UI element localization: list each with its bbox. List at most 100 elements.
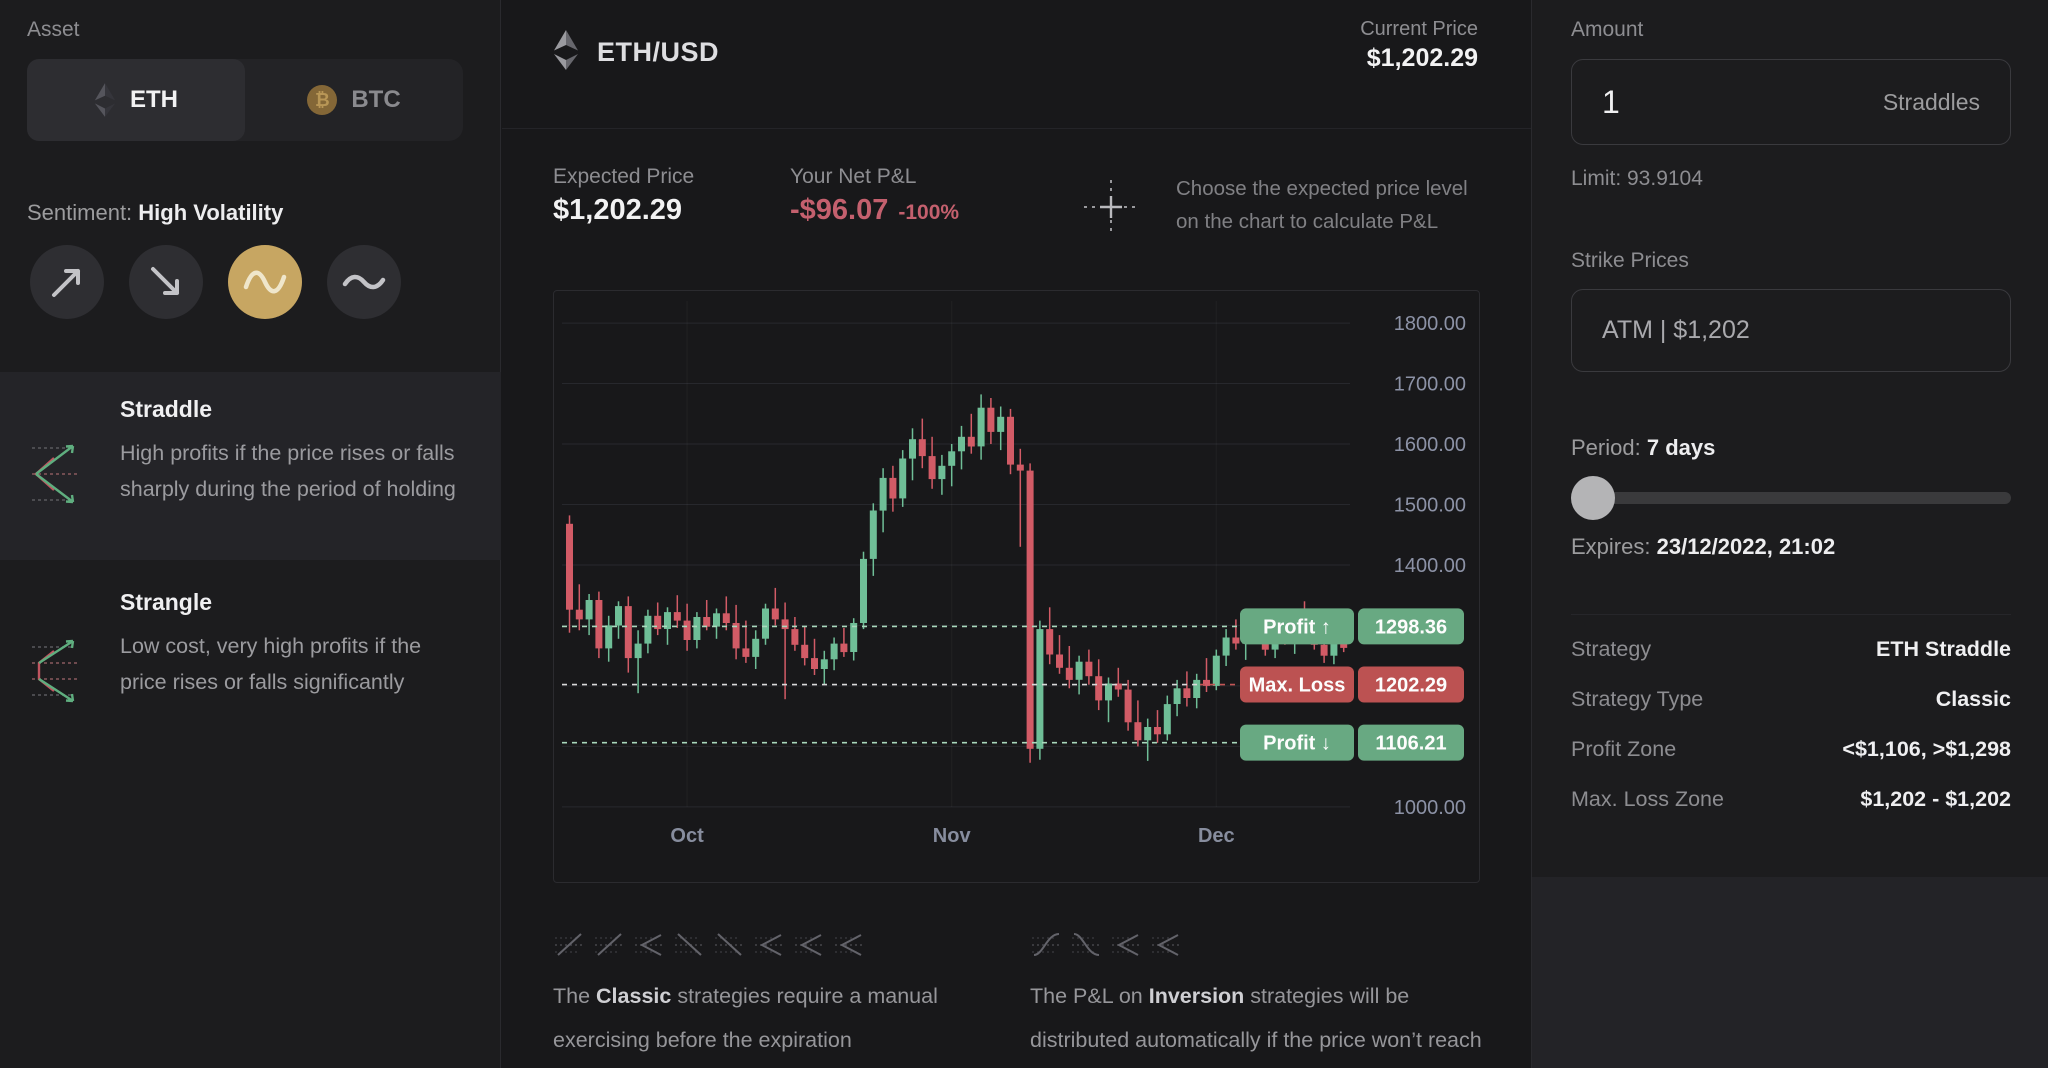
expires-label: Expires: 23/12/2022, 21:02	[1571, 534, 1836, 559]
asset-section-label: Asset	[27, 18, 80, 41]
strategy-title: Strangle	[120, 589, 213, 615]
inversion-note-text: The P&L on Inversion strategies will be …	[1030, 984, 1482, 1052]
svg-text:1800.00: 1800.00	[1394, 313, 1466, 335]
header-divider	[502, 128, 1531, 129]
protective-put-payoff-icon	[713, 928, 746, 962]
order-panel: Amount Straddles Limit: 93.9104 Strike P…	[1531, 0, 2048, 1068]
svg-text:1400.00: 1400.00	[1394, 555, 1466, 577]
amount-limit-text: Limit: 93.9104	[1571, 167, 1703, 190]
asset-tab-eth[interactable]: ETH	[27, 59, 245, 141]
straddle-payoff-icon	[633, 928, 666, 962]
asset-tab-eth-label: ETH	[130, 86, 178, 113]
svg-text:Oct: Oct	[670, 825, 704, 847]
period-slider[interactable]	[1571, 476, 2011, 520]
profit-lower-level: Profit ↓ 1106.21	[562, 724, 1464, 761]
sentiment-low-volatility-button[interactable]	[327, 245, 401, 319]
profit-lower-tag-value: 1106.21	[1375, 733, 1446, 755]
inversion-call-payoff-icon	[1030, 928, 1063, 962]
strap-payoff-icon	[833, 928, 866, 962]
svg-text:1600.00: 1600.00	[1394, 434, 1466, 456]
current-price-value: $1,202.29	[1366, 44, 1478, 72]
section-divider	[1571, 614, 2011, 615]
straddle-payoff-icon	[32, 444, 78, 504]
inversion-strategy-glyphs	[1030, 928, 1490, 962]
arrow-up-right-icon	[52, 269, 80, 297]
net-pnl-amount: -$96.07	[790, 194, 889, 226]
high-volatility-wave-icon	[243, 270, 287, 294]
current-price-label: Current Price	[1360, 18, 1478, 40]
sentiment-price-up-button[interactable]	[30, 245, 104, 319]
strike-price-select[interactable]: ATM | $1,202	[1571, 289, 2011, 372]
profit-upper-tag-label: Profit ↑	[1263, 616, 1331, 638]
sentiment-value: High Volatility	[138, 200, 284, 225]
net-pnl-percent: -100%	[898, 201, 960, 224]
chart-panel: ETH/USD Current Price $1,202.29 Expected…	[502, 0, 1531, 1068]
pair-title: ETH/USD	[597, 37, 720, 67]
svg-text:Dec: Dec	[1198, 825, 1235, 847]
gridlines	[562, 301, 1350, 808]
max-loss-tag-value: 1202.29	[1375, 675, 1447, 697]
sentiment-price-down-button[interactable]	[129, 245, 203, 319]
strategy-title: Straddle	[120, 396, 213, 422]
classic-strategy-glyphs	[553, 928, 1023, 962]
period-slider-knob[interactable]	[1571, 476, 1615, 520]
crosshair-icon	[1084, 180, 1138, 234]
strategy-sidebar: Asset ETH ₿ BTC Sentiment: High Volatili…	[0, 0, 501, 1068]
period-value: 7 days	[1646, 435, 1716, 460]
inversion-straddle-payoff-icon	[1110, 928, 1143, 962]
put-payoff-icon	[673, 928, 706, 962]
max-loss-tag-label: Max. Loss	[1249, 675, 1346, 697]
asset-toggle: ETH ₿ BTC	[27, 59, 463, 141]
asset-tab-btc-label: BTC	[351, 86, 401, 113]
svg-text:1700.00: 1700.00	[1394, 374, 1466, 396]
net-pnl-label: Your Net P&L	[790, 165, 917, 188]
expected-price-value: $1,202.29	[553, 194, 683, 226]
asset-tab-btc[interactable]: ₿ BTC	[245, 59, 463, 141]
profit-upper-tag-value: 1298.36	[1375, 616, 1447, 638]
btc-icon: ₿	[307, 85, 338, 115]
inversion-note: The P&L on Inversion strategies will be …	[1030, 928, 1490, 1068]
eth-icon	[94, 83, 116, 117]
sentiment-selector	[30, 245, 401, 319]
sentiment-high-volatility-button[interactable]	[228, 245, 302, 319]
axis-labels: 1800.00 1700.00 1600.00 1500.00 1400.00 1000.…	[670, 313, 1466, 847]
amount-input[interactable]	[1602, 83, 1802, 121]
classic-note-text: The Classic strategies require a manual …	[553, 984, 938, 1052]
strategy-item-strangle[interactable]: Strangle Low cost, very high profits if …	[0, 565, 501, 760]
profit-upper-level: Profit ↑ 1298.36	[562, 608, 1464, 645]
net-pnl-value: -$96.07 -100%	[790, 194, 959, 227]
svg-text:Nov: Nov	[933, 825, 972, 847]
info-row-profit-zone: Profit Zone <$1,106, >$1,298	[1571, 736, 2011, 761]
eth-pair-logo-icon	[554, 30, 578, 70]
candlestick-chart[interactable]: Profit ↑ 1298.36 Max. Loss 1202.29 Profit ↓ 1…	[553, 290, 1480, 883]
inversion-put-payoff-icon	[1070, 928, 1103, 962]
max-loss-level: Max. Loss 1202.29	[562, 666, 1464, 703]
classic-note: The Classic strategies require a manual …	[553, 928, 1023, 1062]
info-row-max-loss-zone: Max. Loss Zone $1,202 - $1,202	[1571, 786, 2011, 811]
strip-payoff-icon	[793, 928, 826, 962]
profit-lower-tag-label: Profit ↓	[1263, 733, 1331, 755]
svg-text:1500.00: 1500.00	[1394, 494, 1466, 516]
call-payoff-icon	[553, 928, 586, 962]
info-row-strategy: Strategy ETH Straddle	[1571, 636, 2011, 661]
low-volatility-wave-icon	[342, 274, 386, 290]
info-row-strategy-type: Strategy Type Classic	[1571, 686, 2011, 711]
strike-price-value: ATM | $1,202	[1602, 316, 1750, 344]
expires-value: 23/12/2022, 21:02	[1656, 534, 1836, 559]
covered-call-payoff-icon	[593, 928, 626, 962]
inversion-strangle-payoff-icon	[1150, 928, 1183, 962]
amount-field: Straddles	[1571, 59, 2011, 145]
sentiment-label: Sentiment: High Volatility	[27, 200, 284, 225]
amount-label: Amount	[1571, 18, 1644, 41]
strategy-item-straddle[interactable]: Straddle High profits if the price rises…	[0, 372, 501, 560]
strike-prices-label: Strike Prices	[1571, 249, 1689, 272]
svg-text:1000.00: 1000.00	[1394, 797, 1466, 819]
strangle-payoff-icon	[753, 928, 786, 962]
period-label: Period: 7 days	[1571, 435, 1716, 460]
strangle-payoff-icon	[32, 639, 78, 703]
candles	[566, 394, 1348, 763]
amount-unit-label: Straddles	[1882, 88, 1980, 115]
